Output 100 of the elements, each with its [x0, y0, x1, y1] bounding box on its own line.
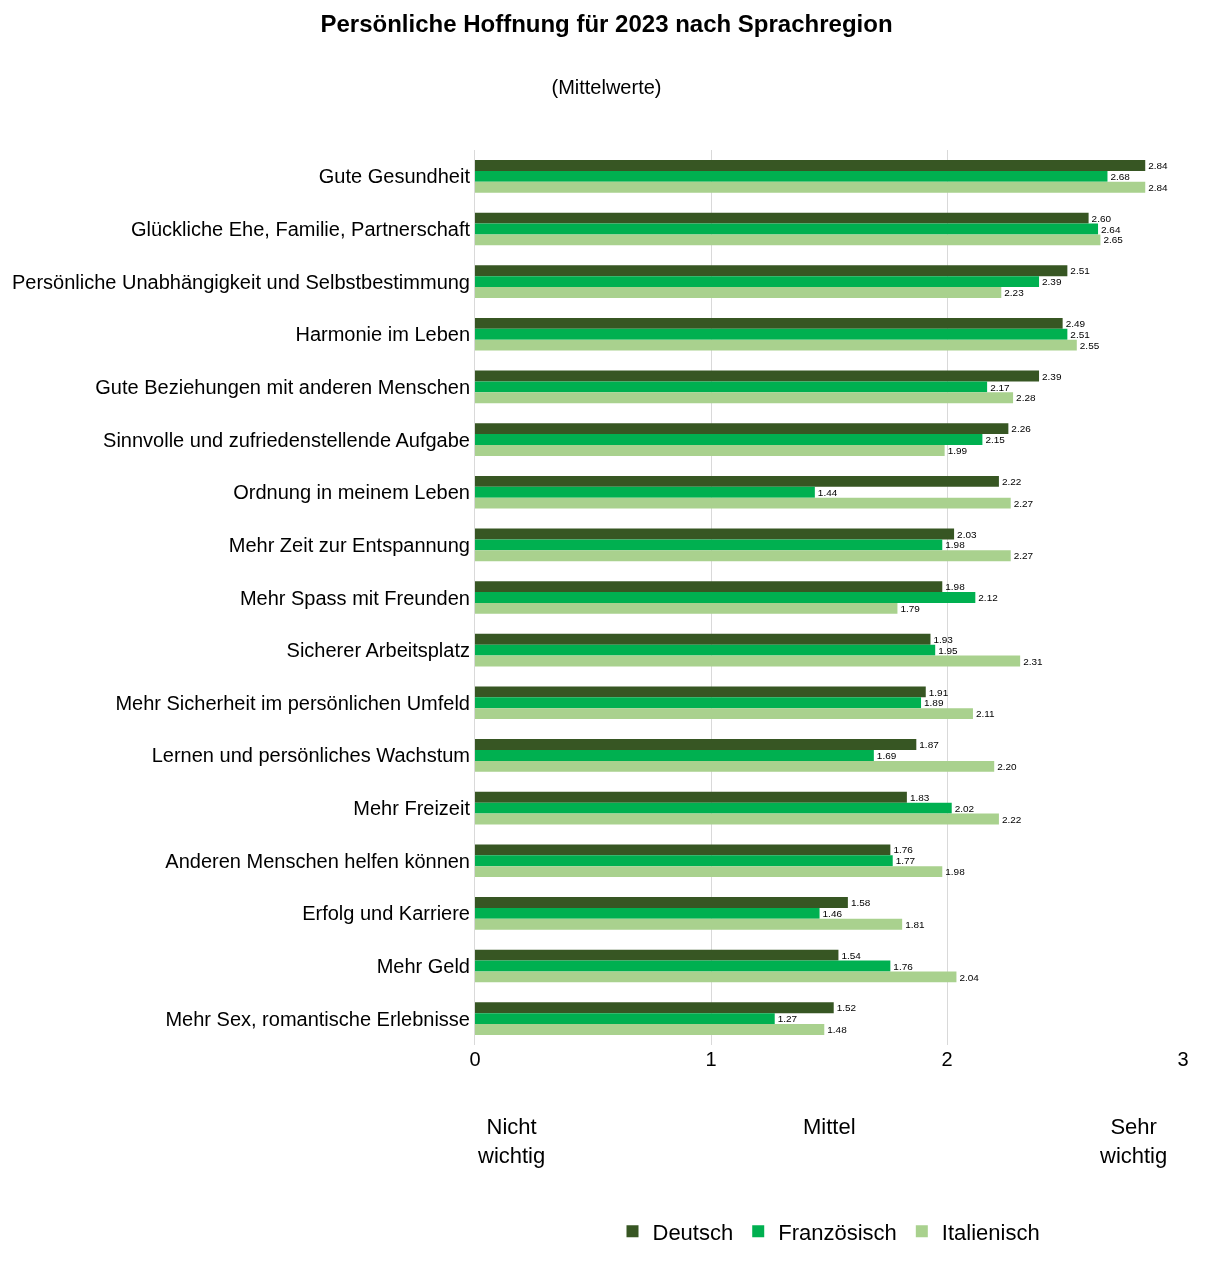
data-label: 1.98 [945, 581, 966, 593]
bar [475, 592, 976, 603]
bar [475, 971, 957, 983]
data-label: 2.51 [1070, 265, 1091, 277]
bar [475, 855, 893, 867]
y-tick-label: Persönliche Unabhängigkeit und Selbstbestimmung [11, 270, 470, 293]
data-label: 2.11 [975, 708, 996, 720]
bar [475, 844, 891, 856]
data-label: 1.98 [945, 539, 966, 551]
data-label: 2.60 [1091, 212, 1112, 224]
data-label: 2.23 [1004, 287, 1025, 299]
bar [475, 918, 903, 930]
bar [475, 602, 898, 614]
bar [475, 739, 917, 750]
data-label: 2.26 [1011, 423, 1032, 435]
y-tick-label: Lernen und persönliches Wachstum [151, 744, 470, 767]
bar [475, 212, 1089, 224]
x-tick-label: 3 [1177, 1048, 1189, 1070]
bar [475, 223, 1099, 235]
bar [475, 750, 874, 761]
y-tick-label: Ordnung in meinem Leben [233, 481, 470, 504]
y-tick-label: Mehr Zeit zur Entspannung [228, 533, 470, 556]
bar [475, 287, 1002, 298]
data-label: 1.79 [900, 603, 921, 615]
bar [475, 434, 983, 445]
y-tick-label: Mehr Sicherheit im persönlichen Umfeld [115, 691, 470, 714]
data-label: 1.89 [924, 697, 944, 709]
data-label: 1.52 [836, 1002, 857, 1014]
chart-subtitle: (Mittelwerte) [551, 76, 662, 99]
bar [475, 339, 1077, 351]
bar [475, 655, 1021, 667]
data-label: 1.46 [822, 908, 843, 920]
bar [475, 370, 1040, 382]
y-tick-label: Anderen Menschen helfen können [165, 849, 470, 872]
bar [475, 170, 1108, 182]
data-label: 2.55 [1079, 339, 1100, 351]
bar [475, 1024, 825, 1035]
bar [475, 497, 1011, 509]
y-tick-label: Gute Beziehungen mit anderen Menschen [95, 375, 470, 398]
data-label: 2.12 [978, 592, 999, 604]
y-tick-label: Mehr Sex, romantische Erlebnisse [165, 1007, 470, 1030]
bar [475, 381, 988, 393]
bar [475, 708, 973, 720]
data-label: 2.15 [985, 434, 1006, 446]
data-label: 2.31 [1023, 655, 1044, 667]
bar [475, 802, 952, 814]
data-label: 2.27 [1013, 497, 1034, 509]
bar [475, 486, 815, 498]
data-label: 2.64 [1101, 223, 1121, 235]
bar [475, 423, 1009, 435]
y-tick-label: Mehr Freizeit [353, 797, 471, 820]
bar [475, 697, 922, 709]
data-label: 2.39 [1042, 276, 1062, 288]
bar [475, 581, 943, 593]
bar [475, 475, 999, 487]
data-label: 1.58 [850, 897, 871, 909]
data-label: 1.76 [893, 960, 914, 972]
bar [475, 1002, 834, 1014]
data-label: 1.54 [841, 949, 862, 961]
bar [475, 181, 1146, 193]
data-label: 2.68 [1110, 170, 1131, 182]
bar [475, 686, 926, 698]
data-label: 1.81 [905, 918, 926, 930]
y-tick-label: Mehr Spass mit Freunden [239, 586, 470, 609]
data-label: 1.76 [893, 844, 914, 856]
bar [475, 445, 945, 456]
data-label: 2.03 [957, 528, 977, 540]
data-label: 2.27 [1013, 550, 1034, 562]
x-tick-label: 0 [469, 1048, 481, 1070]
x-tick-label: 2 [941, 1048, 953, 1070]
bar [475, 791, 907, 803]
data-label: 2.22 [1001, 475, 1022, 487]
data-label: 2.02 [954, 802, 975, 814]
data-label: 2.20 [997, 760, 1018, 772]
data-label: 2.49 [1065, 318, 1086, 330]
bar [475, 234, 1101, 246]
data-label: 2.28 [1016, 392, 1036, 404]
bar [475, 528, 955, 540]
legend-label: Französisch [778, 1219, 897, 1245]
bar [475, 276, 1040, 288]
bar [475, 644, 936, 656]
chart-title: Persönliche Hoffnung für 2023 nach Sprachregion [320, 9, 893, 37]
bar [475, 960, 891, 972]
data-label: 1.48 [827, 1024, 848, 1036]
data-label: 2.84 [1148, 160, 1169, 172]
bar [475, 760, 995, 772]
data-label: 2.84 [1148, 181, 1169, 193]
data-label: 2.51 [1070, 328, 1091, 340]
bar [475, 265, 1068, 277]
y-tick-label: Erfolg und Karriere [302, 902, 470, 925]
text: Mittel [803, 1114, 856, 1139]
bar [475, 633, 931, 645]
data-label: 1.93 [933, 633, 954, 645]
data-label: 1.69 [876, 750, 897, 762]
bar [475, 813, 999, 825]
y-tick-label: Gute Gesundheit [318, 165, 471, 188]
y-tick-label: Sinnvolle und zufriedenstellende Aufgabe [103, 428, 470, 451]
text: Nicht wichtig [477, 1114, 546, 1168]
data-label: 1.44 [817, 486, 838, 498]
bar [475, 160, 1146, 171]
